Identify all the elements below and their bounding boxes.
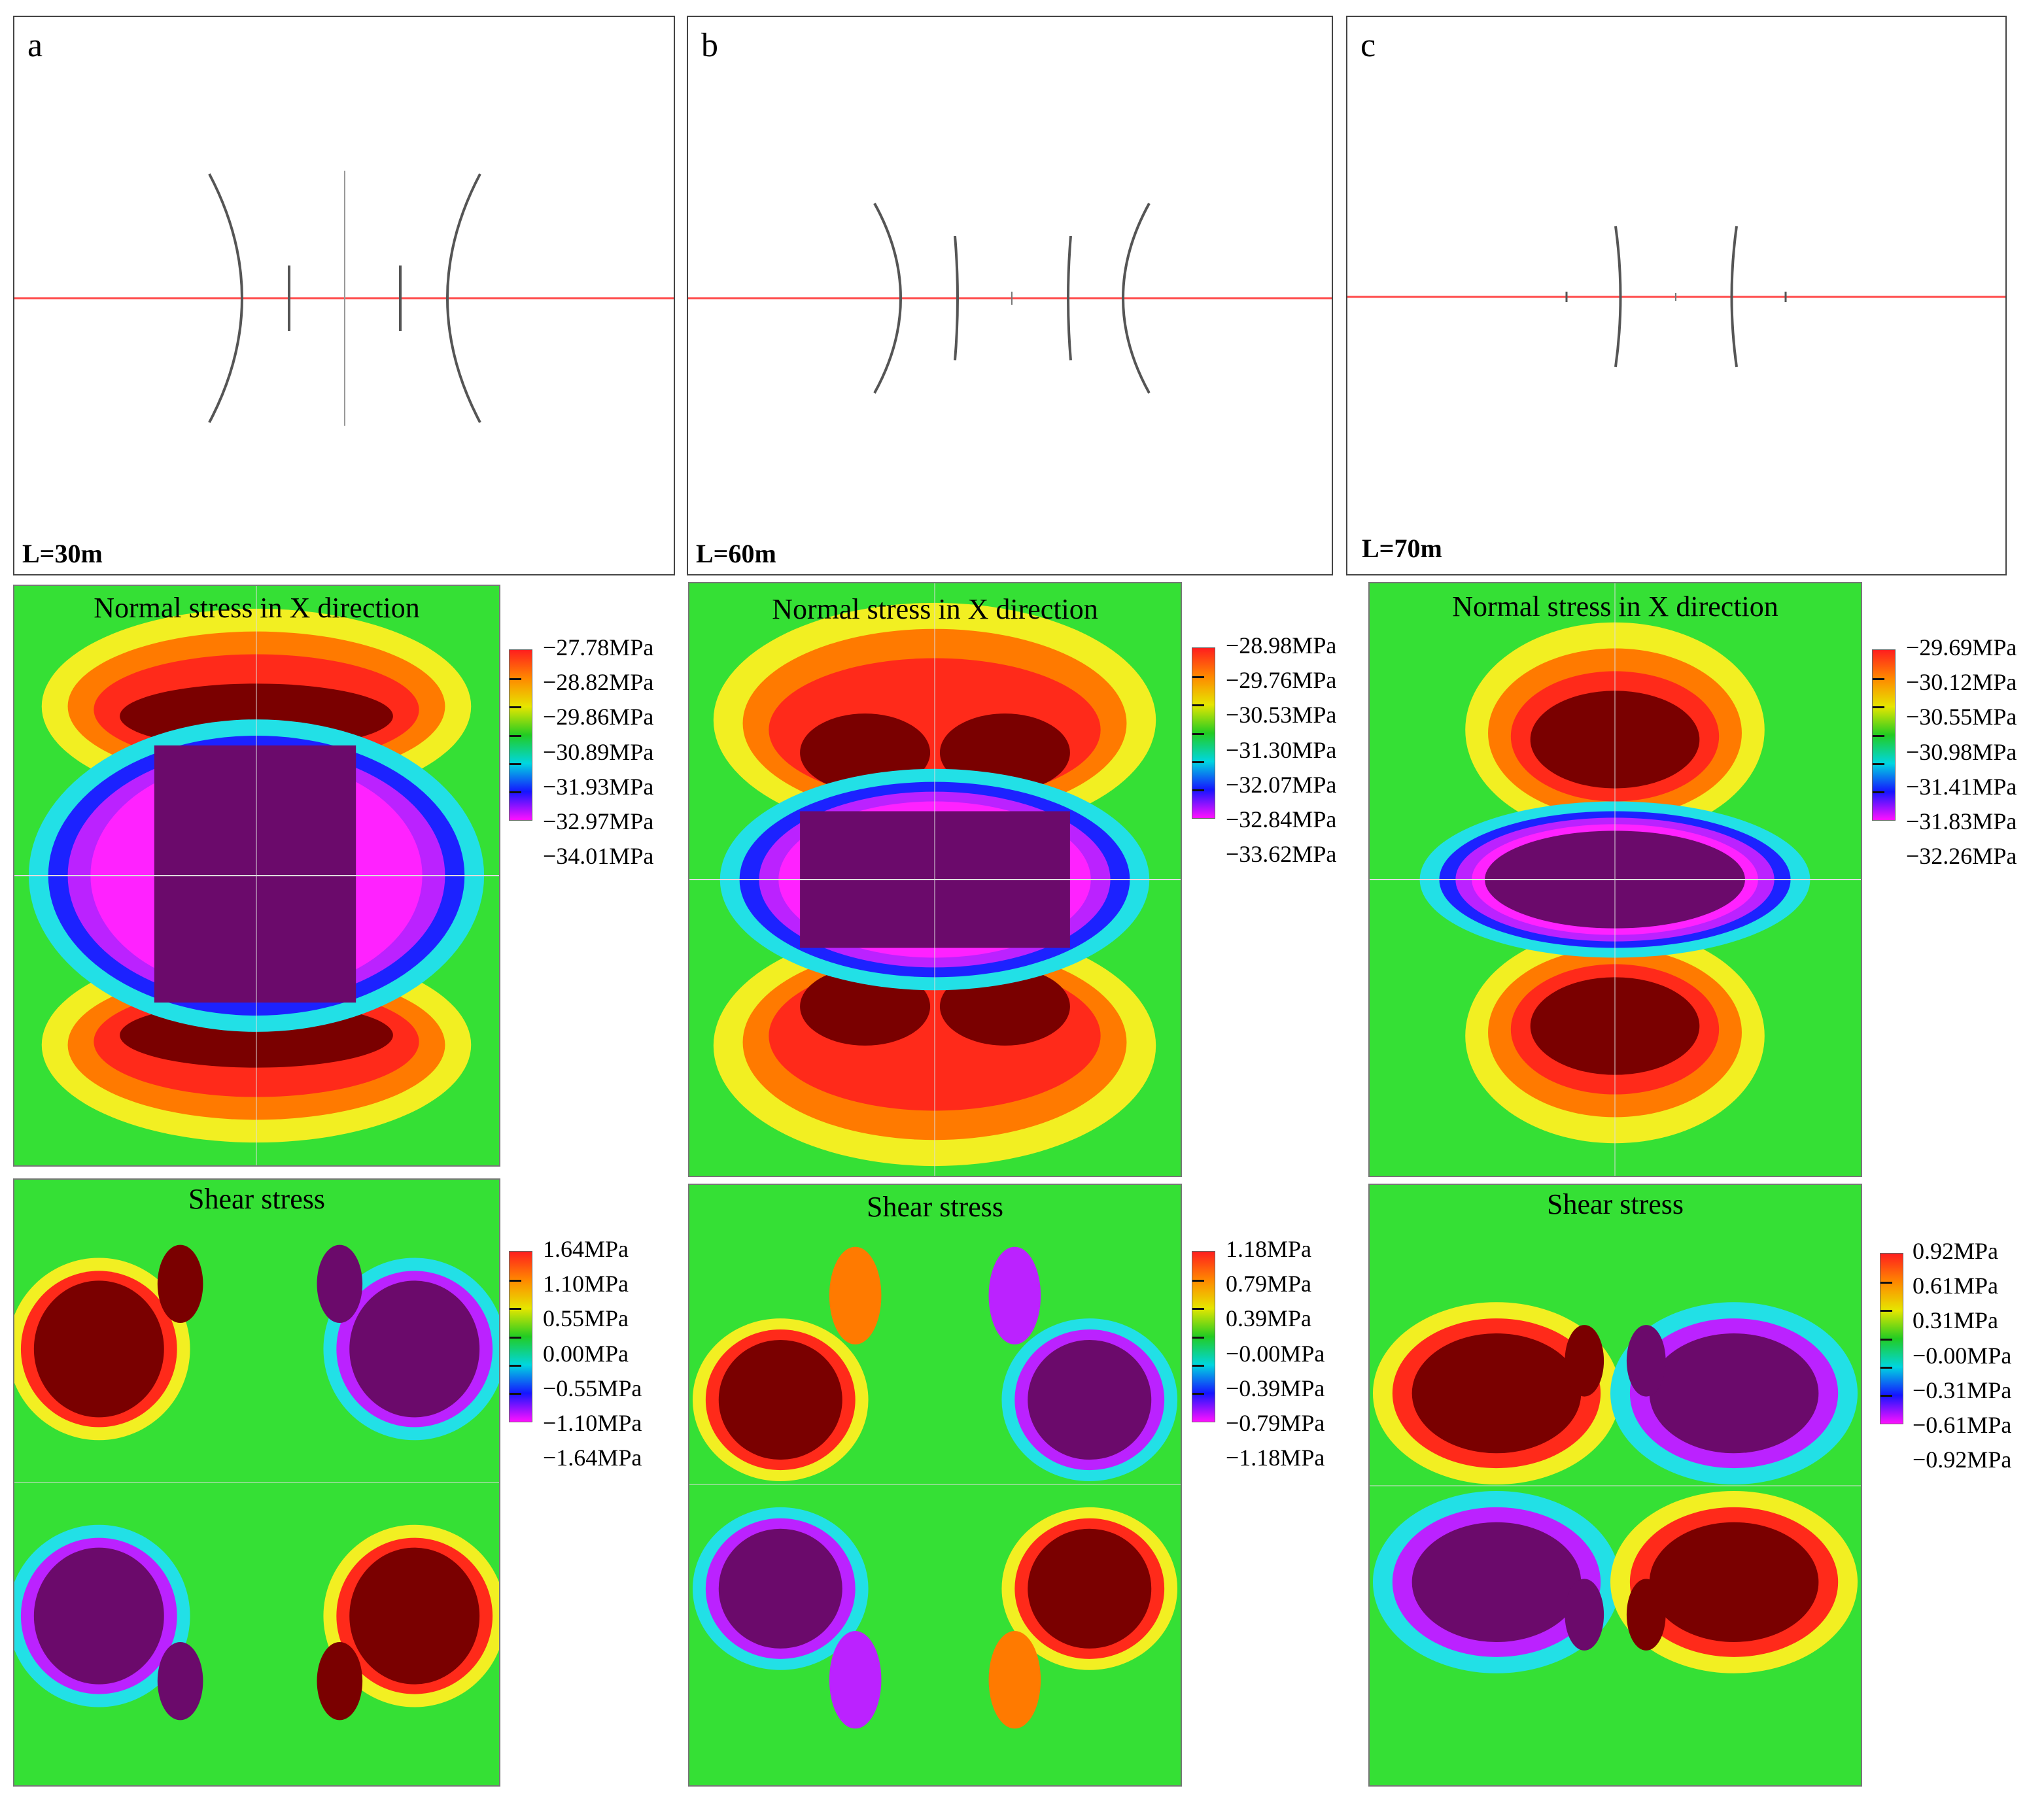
- fracture-length-label: L=30m: [22, 539, 103, 568]
- scale-label: 0.55MPa: [543, 1305, 629, 1331]
- scale-label: −31.30MPa: [1226, 737, 1337, 763]
- map-title: Shear stress: [867, 1191, 1003, 1223]
- scale-label: −0.39MPa: [1226, 1375, 1325, 1401]
- shear-stress-map-c: Shear stress: [1368, 1184, 1862, 1787]
- normal-stress-contour: [1370, 583, 1861, 1176]
- scale-label-min: −32.26MPa: [1906, 843, 2017, 869]
- scale-label: 0.61MPa: [1913, 1273, 1999, 1299]
- scale-label: −32.84MPa: [1226, 806, 1337, 832]
- shear-stress-contour: [14, 1180, 499, 1785]
- scale-label: −0.61MPa: [1913, 1412, 2012, 1438]
- scale-label: −0.79MPa: [1226, 1410, 1325, 1436]
- color-scale-labels: 1.64MPa 1.10MPa 0.55MPa 0.00MPa −0.55MPa…: [543, 1236, 687, 1471]
- scale-label-max: −27.78MPa: [543, 634, 654, 660]
- scale-label: 0.39MPa: [1226, 1305, 1312, 1331]
- scale-label: −31.83MPa: [1906, 808, 2017, 834]
- fracture-outer-right: [1122, 203, 1151, 394]
- fracture-geometry-panel-a: a L=30m: [13, 16, 675, 575]
- shear-stress-map-a: Shear stress: [13, 1178, 500, 1787]
- scale-label: −31.41MPa: [1906, 774, 2017, 800]
- scale-label-min: −33.62MPa: [1226, 841, 1337, 867]
- fracture-inner-right: [1067, 235, 1072, 361]
- color-scale-labels: −28.98MPa −29.76MPa −30.53MPa −31.30MPa …: [1226, 632, 1370, 867]
- normal-stress-map-a: Normal stress in X direction: [13, 585, 500, 1167]
- fracture-inner-right: [1730, 226, 1738, 368]
- scale-label: 1.10MPa: [543, 1271, 629, 1297]
- fracture-geometry-drawing: [688, 203, 1332, 394]
- fracture-length-label: L=60m: [696, 539, 776, 568]
- scale-label: −29.76MPa: [1226, 667, 1337, 693]
- scale-label: −0.00MPa: [1913, 1343, 2012, 1369]
- map-title: Normal stress in X direction: [772, 593, 1098, 625]
- map-title: Shear stress: [1547, 1188, 1684, 1220]
- shear-stress-contour: [1370, 1185, 1861, 1785]
- scale-label-max: −29.69MPa: [1906, 634, 2017, 660]
- scale-label: −0.55MPa: [543, 1375, 642, 1401]
- scale-label: −30.98MPa: [1906, 739, 2017, 765]
- normal-stress-contour: [14, 586, 499, 1165]
- fracture-geometry-panel-b: b L=60m: [687, 16, 1333, 575]
- scale-label: −1.10MPa: [543, 1410, 642, 1436]
- fracture-geometry-drawing: [14, 171, 674, 426]
- color-scale-labels: −27.78MPa −28.82MPa −29.86MPa −30.89MPa …: [543, 634, 687, 869]
- map-title: Normal stress in X direction: [94, 592, 420, 624]
- scale-label: −30.89MPa: [543, 739, 654, 765]
- scale-label: −31.93MPa: [543, 774, 654, 800]
- scale-label: −29.86MPa: [543, 704, 654, 730]
- scale-label: −32.07MPa: [1226, 772, 1337, 798]
- scale-label-min: −0.92MPa: [1913, 1447, 2012, 1473]
- scale-label: 0.31MPa: [1913, 1307, 1999, 1333]
- normal-stress-map-b: Normal stress in X direction: [688, 582, 1182, 1177]
- scale-label: −0.00MPa: [1226, 1341, 1325, 1367]
- fracture-inner-left: [954, 235, 959, 361]
- scale-label-max: 0.92MPa: [1913, 1238, 1999, 1264]
- scale-label: −30.12MPa: [1906, 669, 2017, 695]
- shear-stress-map-b: Shear stress: [688, 1184, 1182, 1787]
- scale-label-min: −34.01MPa: [543, 843, 654, 869]
- scale-label: −32.97MPa: [543, 808, 654, 834]
- panel-label: c: [1360, 27, 1376, 64]
- color-scale-labels: 0.92MPa 0.61MPa 0.31MPa −0.00MPa −0.31MP…: [1913, 1238, 2040, 1473]
- color-scale-bar: [1192, 1251, 1215, 1422]
- color-scale-bar: [1872, 649, 1896, 821]
- scale-label: −30.53MPa: [1226, 702, 1337, 728]
- normal-stress-contour: [689, 583, 1181, 1176]
- scale-label-max: −28.98MPa: [1226, 632, 1337, 659]
- fracture-geometry-drawing: [1347, 226, 2005, 368]
- color-scale-bar: [509, 649, 532, 821]
- scale-label: 0.79MPa: [1226, 1271, 1312, 1297]
- color-scale-labels: 1.18MPa 0.79MPa 0.39MPa −0.00MPa −0.39MP…: [1226, 1236, 1370, 1471]
- fracture-outer-left: [208, 173, 243, 423]
- map-title: Normal stress in X direction: [1452, 591, 1778, 623]
- scale-label: −0.31MPa: [1913, 1377, 2012, 1403]
- scale-label-min: −1.64MPa: [543, 1445, 642, 1471]
- fracture-geometry-panel-c: c L=70m: [1346, 16, 2007, 575]
- map-title: Shear stress: [188, 1183, 325, 1215]
- color-scale-bar: [1192, 647, 1215, 819]
- color-scale-bar: [1880, 1253, 1903, 1424]
- normal-stress-map-c: Normal stress in X direction: [1368, 582, 1862, 1177]
- scale-label-max: 1.64MPa: [543, 1236, 629, 1262]
- fracture-outer-right: [446, 173, 481, 423]
- panel-label: a: [27, 27, 43, 64]
- color-scale-labels: −29.69MPa −30.12MPa −30.55MPa −30.98MPa …: [1906, 634, 2040, 869]
- fracture-inner-left: [1614, 226, 1622, 368]
- scale-label: −30.55MPa: [1906, 704, 2017, 730]
- scale-label-max: 1.18MPa: [1226, 1236, 1312, 1262]
- scale-label: 0.00MPa: [543, 1341, 629, 1367]
- panel-label: b: [701, 27, 718, 64]
- fracture-length-label: L=70m: [1362, 534, 1442, 563]
- shear-stress-contour: [689, 1185, 1181, 1785]
- scale-label-min: −1.18MPa: [1226, 1445, 1325, 1471]
- scale-label: −28.82MPa: [543, 669, 654, 695]
- color-scale-bar: [509, 1251, 532, 1422]
- fracture-outer-left: [873, 203, 902, 394]
